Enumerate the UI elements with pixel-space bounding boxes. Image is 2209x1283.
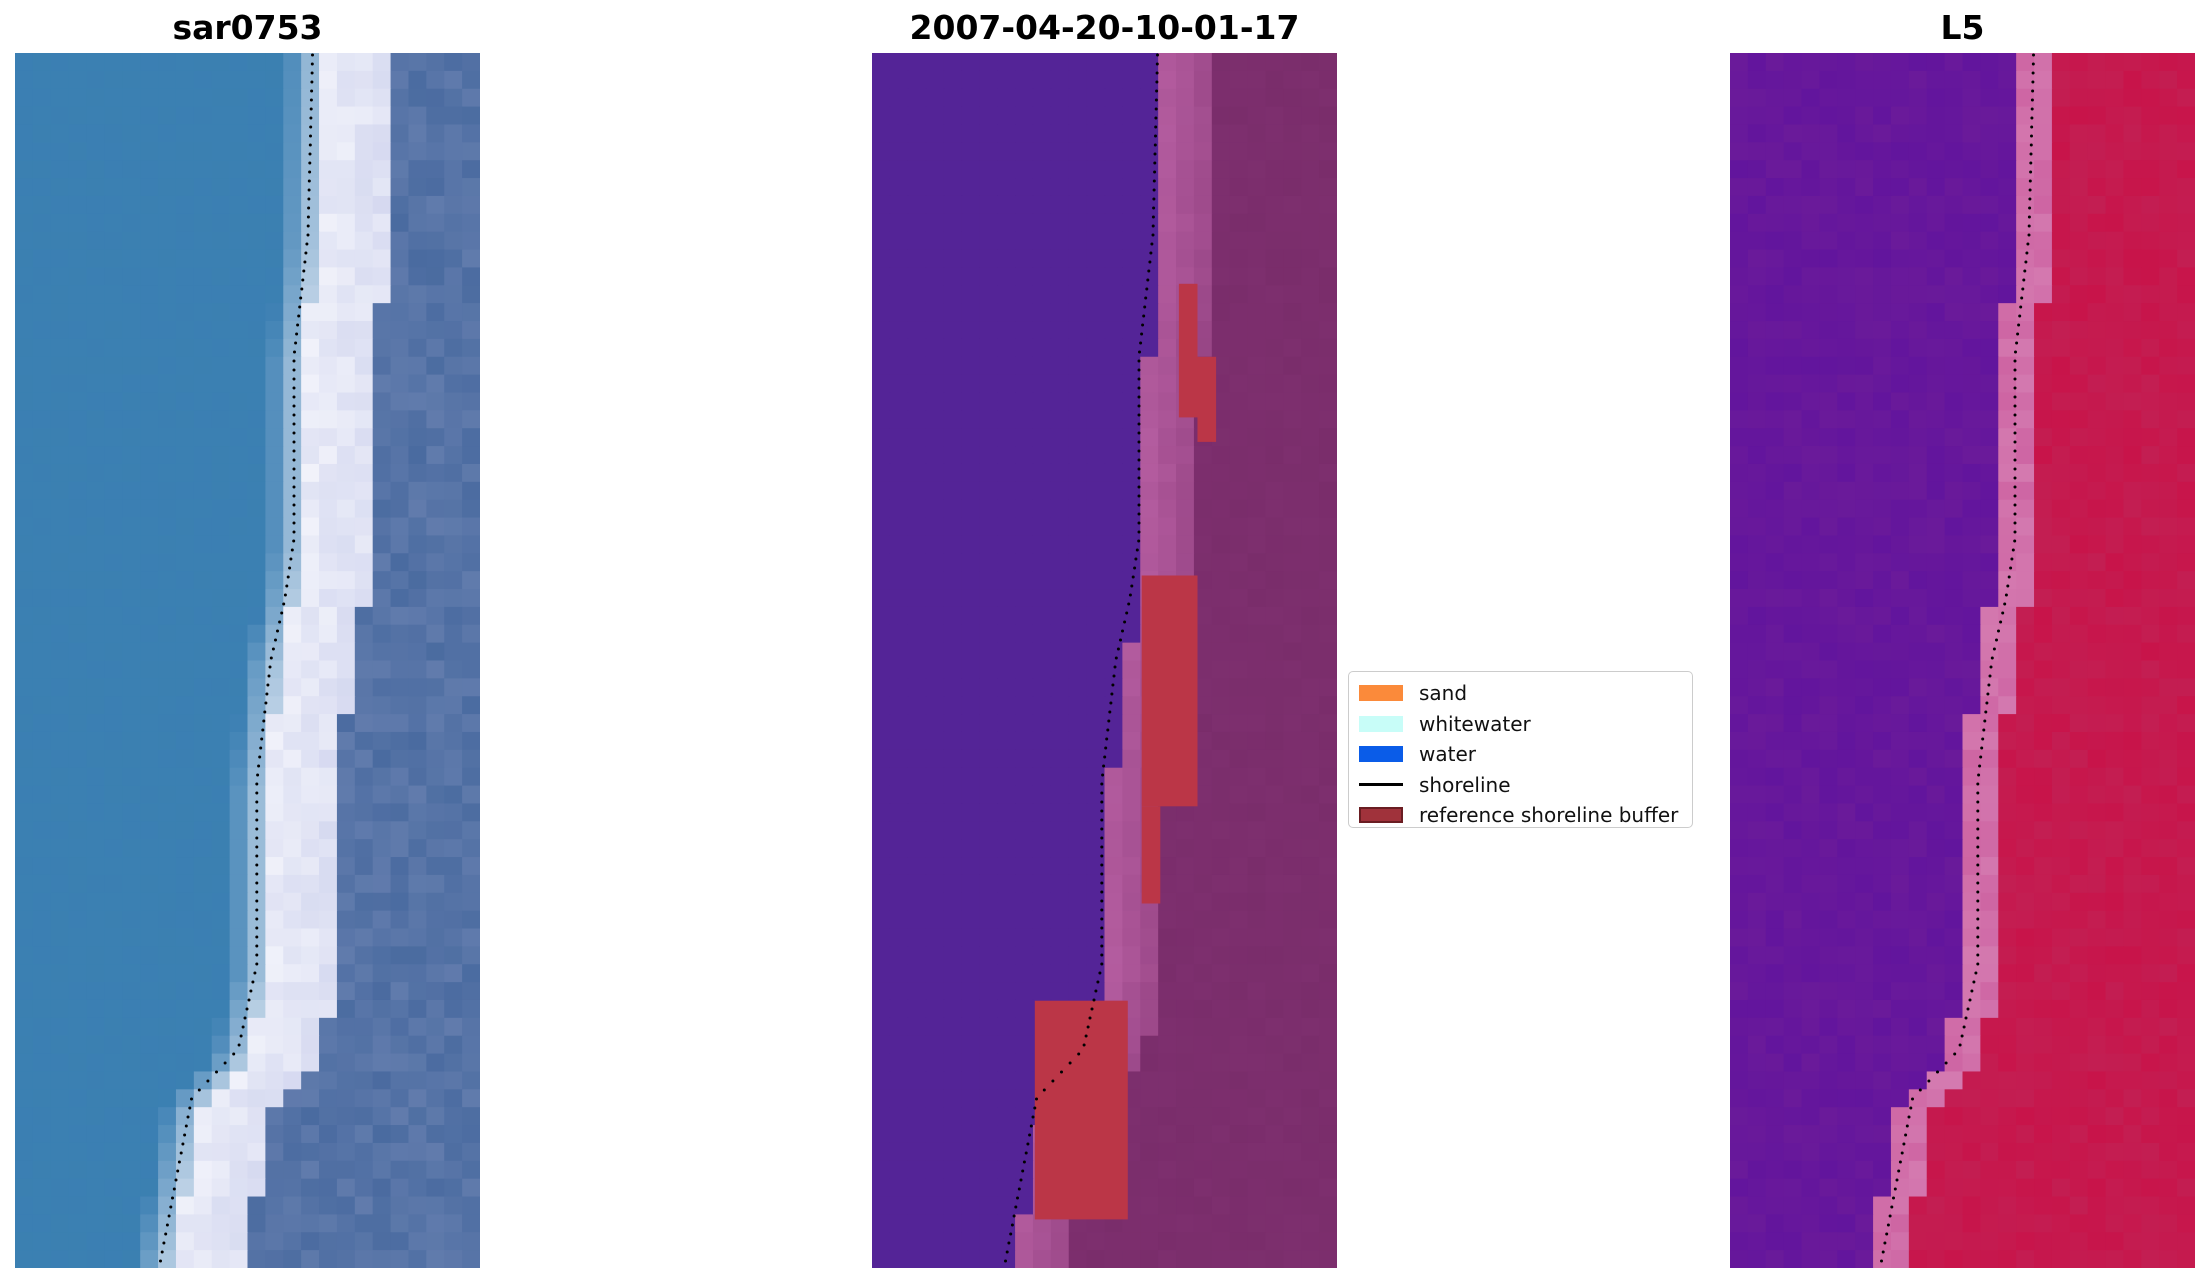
- legend-label-reference-shoreline-buffer: reference shoreline buffer: [1419, 803, 1679, 828]
- legend-label-shoreline: shoreline: [1419, 772, 1511, 797]
- legend-item-whitewater: whitewater: [1359, 709, 1682, 740]
- shoreline-dots: [1004, 53, 1159, 1263]
- legend-swatch-whitewater: [1359, 715, 1403, 732]
- legend-label-sand: sand: [1419, 681, 1468, 706]
- classification-image-panel: [872, 53, 1337, 1268]
- legend-swatch-sand: [1359, 685, 1403, 702]
- rgb-image-panel: [15, 53, 480, 1268]
- index-image-panel: [1730, 53, 2195, 1268]
- legend-label-water: water: [1419, 742, 1476, 767]
- classification-image: [872, 53, 1337, 1268]
- legend-item-reference-shoreline-buffer: reference shoreline buffer: [1359, 800, 1682, 831]
- shoreline-dots: [1880, 53, 2035, 1263]
- legend-swatch-water: [1359, 746, 1403, 763]
- legend-line-shoreline: [1359, 783, 1403, 787]
- legend: sand whitewater water shoreline referenc…: [1348, 671, 1693, 828]
- rgb-image: [15, 53, 480, 1268]
- legend-item-shoreline: shoreline: [1359, 770, 1682, 801]
- legend-swatch-reference-shoreline-buffer: [1359, 807, 1403, 824]
- legend-label-whitewater: whitewater: [1419, 711, 1531, 736]
- index-image: [1730, 53, 2195, 1268]
- panel-title-index: L5: [1940, 8, 1985, 47]
- legend-item-water: water: [1359, 739, 1682, 770]
- legend-item-sand: sand: [1359, 678, 1682, 709]
- panel-title-rgb: sar0753: [172, 8, 323, 47]
- panel-title-classification: 2007-04-20-10-01-17: [909, 8, 1300, 47]
- shoreline-dots: [159, 53, 314, 1263]
